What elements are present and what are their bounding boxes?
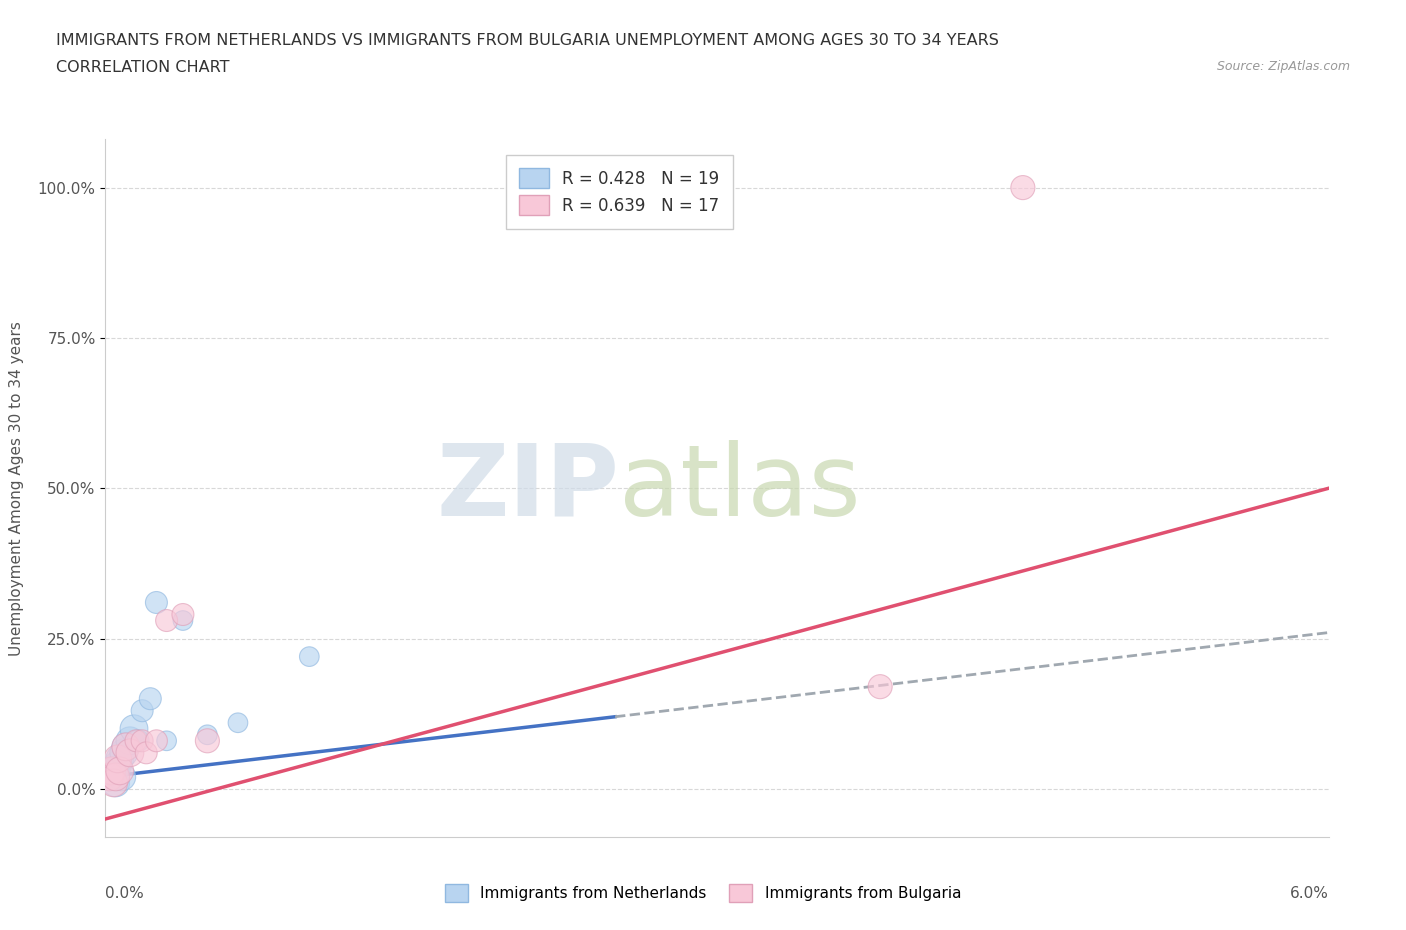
Text: ZIP: ZIP (436, 440, 619, 537)
Point (118, 745, 141, 760)
Point (125, 734, 148, 749)
Point (226, 715, 249, 730)
Text: CORRELATION CHART: CORRELATION CHART (56, 60, 229, 75)
Legend: Immigrants from Netherlands, Immigrants from Bulgaria: Immigrants from Netherlands, Immigrants … (439, 878, 967, 909)
Point (135, 745, 157, 760)
Point (139, 691, 162, 706)
Point (108, 764, 131, 778)
Point (98, 769, 121, 784)
Point (104, 776, 127, 790)
Point (145, 595, 167, 610)
Point (100, 764, 122, 778)
Point (172, 613, 194, 628)
Text: 6.0%: 6.0% (1289, 885, 1329, 901)
Point (131, 703, 153, 718)
Point (195, 727, 219, 742)
Point (112, 745, 135, 760)
Point (155, 613, 177, 628)
Text: atlas: atlas (619, 440, 860, 537)
Point (107, 757, 129, 772)
Point (172, 607, 194, 622)
Point (108, 751, 131, 766)
Point (115, 739, 138, 754)
Point (145, 734, 167, 749)
Point (127, 734, 149, 749)
Text: IMMIGRANTS FROM NETHERLANDS VS IMMIGRANTS FROM BULGARIA UNEMPLOYMENT AMONG AGES : IMMIGRANTS FROM NETHERLANDS VS IMMIGRANT… (56, 33, 1000, 47)
Legend: R = 0.428   N = 19, R = 0.639   N = 17: R = 0.428 N = 19, R = 0.639 N = 17 (506, 154, 733, 229)
Text: Source: ZipAtlas.com: Source: ZipAtlas.com (1216, 60, 1350, 73)
Point (155, 734, 177, 749)
Point (131, 734, 153, 749)
Text: 0.0%: 0.0% (105, 885, 145, 901)
Point (122, 722, 145, 737)
Point (298, 649, 321, 664)
Point (118, 734, 141, 749)
Y-axis label: Unemployment Among Ages 30 to 34 years: Unemployment Among Ages 30 to 34 years (8, 321, 24, 656)
Point (115, 739, 138, 754)
Point (103, 776, 125, 790)
Point (195, 734, 219, 749)
Point (104, 769, 127, 784)
Point (98, 769, 121, 784)
Point (103, 764, 125, 778)
Point (869, 679, 891, 694)
Point (1011, 180, 1033, 195)
Point (107, 751, 129, 766)
Point (111, 769, 134, 784)
